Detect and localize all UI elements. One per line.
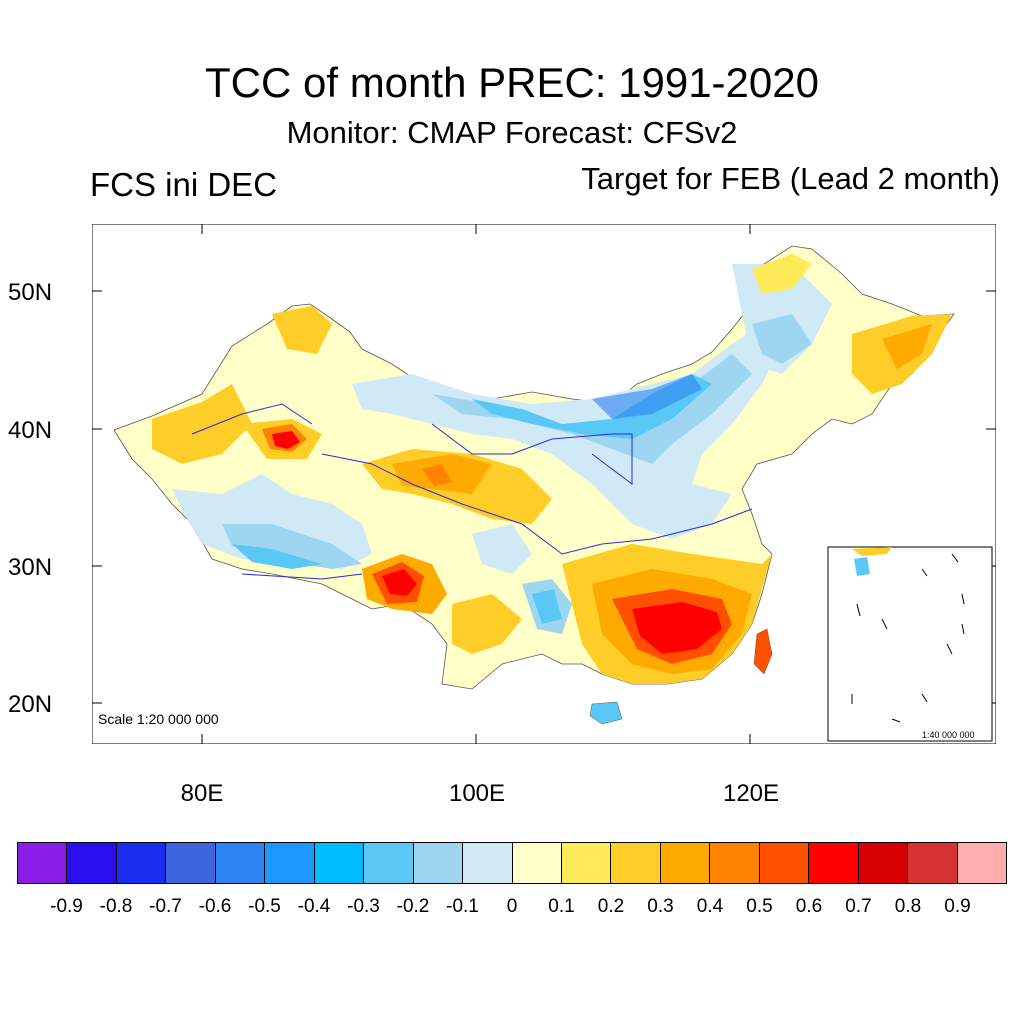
lat-label-40n: 40N	[8, 417, 53, 444]
colorbar-tick-label: -0.1	[446, 896, 479, 917]
colorbar-tick-label: 0.3	[647, 896, 674, 917]
colorbar-tick-label: 0.7	[845, 896, 872, 917]
lat-label-50n: 50N	[8, 279, 53, 306]
colorbar-swatch	[908, 843, 958, 883]
colorbar-tick-label: 0	[506, 896, 518, 917]
colorbar-swatch	[611, 843, 661, 883]
colorbar-tick-label: -0.7	[149, 896, 182, 917]
right-label: Target for FEB (Lead 2 month)	[581, 161, 1000, 196]
colorbar-tick-label: 0.4	[696, 896, 724, 917]
lon-label-80e: 80E	[180, 780, 224, 807]
lon-label-120e: 120E	[722, 780, 780, 807]
colorbar-labels: -0.9 -0.8 -0.7 -0.6 -0.5 -0.4 -0.3 -0.2 -0.1 0 0.1…	[0, 896, 1024, 920]
colorbar-tick-label: -0.4	[297, 896, 331, 917]
colorbar-swatch	[314, 843, 365, 883]
colorbar-swatch	[809, 843, 859, 883]
colorbar-swatch	[858, 843, 909, 883]
colorbar-swatch	[364, 843, 414, 883]
colorbar-swatch	[512, 843, 562, 883]
lat-label-30n: 30N	[8, 554, 53, 581]
colorbar-swatch	[561, 843, 612, 883]
colorbar-tick-label: -0.5	[248, 896, 281, 917]
lat-label-20n: 20N	[8, 691, 53, 718]
south-china-sea-inset	[827, 546, 993, 742]
colorbar-swatch	[265, 843, 315, 883]
colorbar-swatch	[463, 843, 513, 883]
colorbar	[17, 842, 1007, 884]
inset-scale-label: 1:40 000 000	[922, 730, 975, 740]
colorbar-tick-label: 0.9	[944, 896, 971, 917]
colorbar-swatch	[67, 843, 117, 883]
left-label: FCS ini DEC	[90, 166, 278, 203]
chart-subtitle: Monitor: CMAP Forecast: CFSv2	[286, 115, 738, 150]
colorbar-tick-label: -0.2	[396, 896, 430, 917]
colorbar-tick-label: -0.3	[347, 896, 380, 917]
colorbar-tick-label: -0.6	[198, 896, 232, 917]
colorbar-tick-label: 0.2	[597, 896, 625, 917]
colorbar-swatch	[166, 843, 216, 883]
colorbar-tick-label: -0.9	[50, 896, 83, 917]
colorbar-swatch	[413, 843, 464, 883]
rivers	[191, 403, 753, 580]
lon-label-100e: 100E	[448, 780, 506, 807]
colorbar-tick-label: -0.8	[99, 896, 133, 917]
colorbar-swatch	[660, 843, 711, 883]
colorbar-swatch	[957, 843, 1007, 883]
chart-title: TCC of month PREC: 1991-2020	[205, 59, 819, 106]
colorbar-swatch	[116, 843, 167, 883]
colorbar-tick-label: 0.6	[795, 896, 823, 917]
colorbar-tick-label: 0.5	[746, 896, 773, 917]
scale-label: Scale 1:20 000 000	[98, 711, 219, 727]
colorbar-swatch	[18, 843, 68, 883]
map-panel	[92, 224, 996, 744]
colorbar-swatch	[215, 843, 266, 883]
colorbar-tick-label: 0.8	[894, 896, 922, 917]
colorbar-swatch	[710, 843, 760, 883]
colorbar-swatch	[759, 843, 810, 883]
colorbar-tick-label: 0.1	[548, 896, 575, 917]
